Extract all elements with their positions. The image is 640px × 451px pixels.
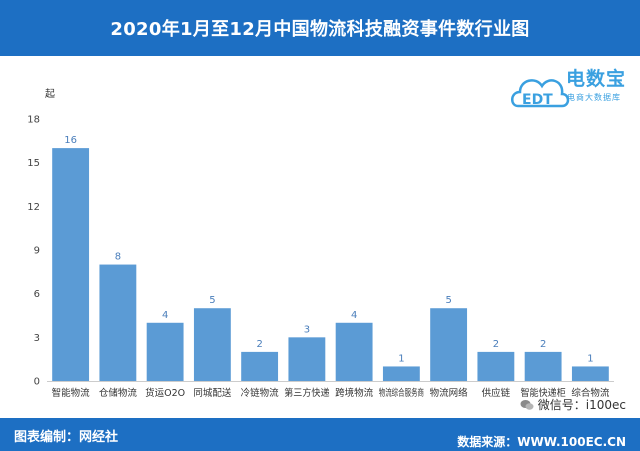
data-label: 4	[351, 310, 357, 321]
x-tick-label: 智能快递柜	[521, 387, 567, 399]
data-label: 4	[162, 310, 168, 321]
bar	[430, 308, 468, 381]
bar	[241, 351, 279, 381]
bar	[382, 366, 420, 381]
x-tick-label: 跨境物流	[335, 387, 374, 399]
x-tick-label: 冷链物流	[241, 387, 280, 399]
y-tick-label: 15	[27, 158, 40, 169]
logo-subtitle: 电商大数据库	[567, 93, 621, 102]
wechat-text: 微信号：i100ec	[537, 398, 626, 412]
x-tick-label: 综合物流	[571, 387, 610, 399]
y-tick-label: 0	[34, 377, 40, 388]
data-label: 2	[540, 339, 546, 350]
x-tick-label: 智能物流	[52, 387, 91, 399]
data-label: 1	[398, 353, 404, 364]
y-tick-label: 3	[34, 333, 40, 344]
data-label: 2	[256, 339, 262, 350]
x-tick-label: 供应链	[482, 387, 511, 399]
page-title: 2020年1月至12月中国物流科技融资事件数行业图	[0, 0, 640, 56]
logo-mark-text: EDT	[522, 92, 553, 108]
footer-source: 数据来源：WWW.100EC.CN	[457, 435, 626, 449]
cloud-logo-icon: EDT	[511, 79, 570, 108]
y-tick-label: 18	[27, 115, 40, 126]
x-tick-label: 第三方快递	[284, 387, 330, 399]
data-label: 16	[64, 135, 77, 146]
x-tick-label: 同城配送	[193, 387, 232, 399]
x-tick-label: 物流综合服务商	[379, 387, 424, 399]
bar	[288, 337, 326, 381]
wechat-id: 微信号：i100ec	[520, 396, 626, 413]
bar	[193, 308, 231, 381]
footer-bar: 图表编制：网经社 数据来源：WWW.100EC.CN	[0, 418, 640, 451]
y-tick-label: 9	[34, 246, 40, 257]
data-label: 3	[304, 324, 310, 335]
data-label: 5	[445, 295, 451, 306]
logo-name: 电数宝	[566, 68, 627, 90]
bar	[52, 148, 90, 381]
x-tick-label: 货运O2O	[145, 387, 185, 399]
bar	[477, 351, 515, 381]
bar	[524, 351, 562, 381]
data-label: 1	[587, 353, 593, 364]
bar	[99, 264, 137, 381]
chart-labels: 16 智能物流 8 仓储物流 4 货运O2O 5 同城配送 2 冷链物流 3 第三方快递 4 跨境物流 1 物…	[52, 135, 610, 399]
y-tick-label: 6	[34, 289, 40, 300]
wechat-icon	[520, 399, 534, 410]
y-axis-label: 起	[45, 88, 55, 100]
data-label: 8	[115, 252, 121, 263]
bar	[146, 322, 184, 381]
y-tick-label: 12	[27, 202, 40, 213]
data-label: 2	[493, 339, 499, 350]
bar	[571, 366, 609, 381]
x-tick-label: 物流网络	[430, 387, 469, 399]
chart-bars	[52, 148, 609, 381]
x-tick-label: 仓储物流	[99, 387, 138, 399]
footer-credit: 图表编制：网经社	[14, 430, 119, 445]
bar	[335, 322, 373, 381]
data-label: 5	[209, 295, 215, 306]
